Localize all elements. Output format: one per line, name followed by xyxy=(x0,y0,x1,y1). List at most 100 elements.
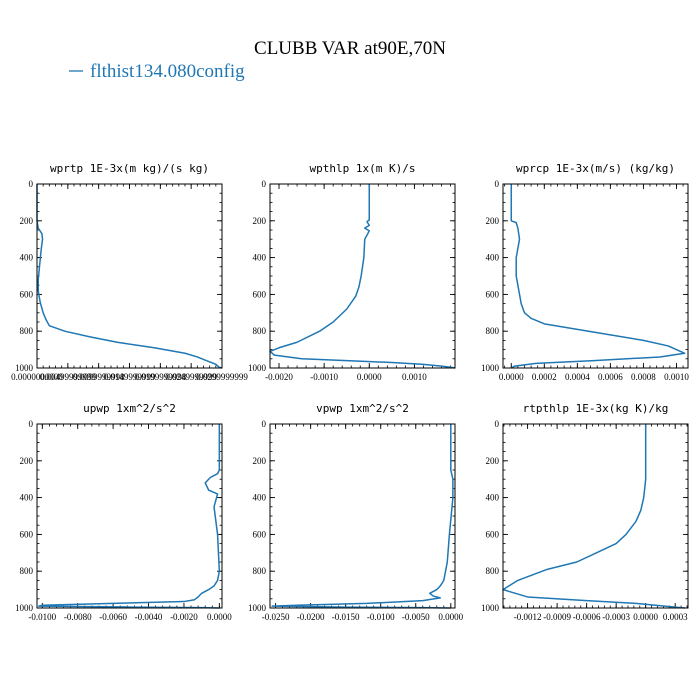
y-tick-label: 0 xyxy=(495,179,500,189)
y-tick-label: 600 xyxy=(253,289,267,299)
legend-label: flthist134.080config xyxy=(90,61,245,82)
y-tick-label: 400 xyxy=(253,253,267,263)
panel-6: rtpthlp 1E-3x(kg K)/kg-0.0012 -0.0009 -0.0… xyxy=(481,402,689,622)
x-tick-label: 0.0000 xyxy=(499,372,524,382)
x-tick-label: 0.00499999999 xyxy=(40,372,97,382)
x-tick-label: -0.0010 xyxy=(310,372,338,382)
y-tick-label: 400 xyxy=(20,253,34,263)
series-line xyxy=(36,184,223,369)
x-tick-label: 0.0299999999 xyxy=(196,372,248,382)
y-tick-label: 0 xyxy=(29,179,34,189)
x-tick-label: 0.0099999998 xyxy=(73,372,125,382)
panel-title: wpthlp 1x(m K)/s xyxy=(310,162,416,175)
panel-3: wprcp 1E-3x(m/s) (kg/kg) 0.0000 0.0002 0.00… xyxy=(481,162,689,382)
panel-1: wprtp 1E-3x(m kg)/(s kg)0.00000000000.00… xyxy=(11,162,248,382)
series-line xyxy=(502,424,686,609)
y-tick-label: 600 xyxy=(486,529,500,539)
panel-title: wprcp 1E-3x(m/s) (kg/kg) xyxy=(516,162,675,175)
y-tick-label: 1000 xyxy=(248,603,267,613)
x-tick-label: -0.0250 xyxy=(262,612,290,622)
y-tick-label: 200 xyxy=(486,456,500,466)
panel-title: upwp 1xm^2/s^2 xyxy=(83,402,176,415)
x-tick-label: 0.0000 xyxy=(438,612,463,622)
x-tick-label: 0.0149999999 xyxy=(104,372,156,382)
y-tick-label: 400 xyxy=(486,253,500,263)
y-tick-label: 200 xyxy=(20,216,34,226)
y-tick-label: 1000 xyxy=(481,603,500,613)
x-tick-label: -0.0150 xyxy=(332,612,360,622)
y-tick-label: 800 xyxy=(20,326,34,336)
x-tick-label: 0.0004 xyxy=(565,372,590,382)
y-tick-label: 800 xyxy=(486,326,500,336)
x-tick-label: -0.0020 xyxy=(265,372,293,382)
y-tick-label: 0 xyxy=(495,419,500,429)
panel-2: wpthlp 1x(m K)/s -0.0020 -0.0010 0.0000 0.00… xyxy=(248,162,456,382)
y-tick-label: 600 xyxy=(20,289,34,299)
y-tick-label: 200 xyxy=(486,216,500,226)
x-tick-label: 0.0002 xyxy=(532,372,557,382)
plot-frame xyxy=(269,423,456,609)
x-tick-label: -0.0040 xyxy=(135,612,163,622)
y-tick-label: 800 xyxy=(486,566,500,576)
y-tick-label: 200 xyxy=(20,456,34,466)
y-tick-label: 1000 xyxy=(15,363,34,373)
x-tick-label: -0.0006 xyxy=(573,612,601,622)
y-tick-label: 400 xyxy=(253,493,267,503)
panel-title: wprtp 1E-3x(m kg)/(s kg) xyxy=(50,162,209,175)
x-tick-label: -0.0060 xyxy=(99,612,127,622)
y-tick-label: 0 xyxy=(29,419,34,429)
plot-frame xyxy=(502,423,689,609)
legend: flthist134.080config xyxy=(69,61,245,82)
series-line xyxy=(38,424,221,609)
x-tick-label: 0.0199999998 xyxy=(134,372,186,382)
series-line xyxy=(269,184,456,369)
x-tick-label: 0.0000 xyxy=(633,612,658,622)
x-tick-label: -0.0050 xyxy=(402,612,430,622)
x-tick-label: 0.0000000000 xyxy=(11,372,63,382)
x-tick-label: 0.0000 xyxy=(207,612,232,622)
y-tick-label: 1000 xyxy=(481,363,500,373)
plot-frame xyxy=(502,183,689,369)
x-tick-label: -0.0080 xyxy=(64,612,92,622)
x-tick-label: 0.0003 xyxy=(663,612,688,622)
y-tick-label: 0 xyxy=(262,179,267,189)
x-tick-label: -0.0009 xyxy=(543,612,571,622)
y-tick-label: 400 xyxy=(20,493,34,503)
x-tick-label: 0.0008 xyxy=(631,372,656,382)
x-tick-label: -0.0100 xyxy=(367,612,395,622)
panel-5: vpwp 1xm^2/s^2 -0.0250 -0.0200 -0.0150 -0.01… xyxy=(248,402,464,622)
plot-frame xyxy=(269,183,456,369)
panels-group: wprtp 1E-3x(m kg)/(s kg)0.00000000000.00… xyxy=(11,162,689,622)
y-tick-label: 1000 xyxy=(248,363,267,373)
figure-title: CLUBB VAR at90E,70N xyxy=(254,38,446,59)
x-tick-label: 0.0010 xyxy=(664,372,689,382)
y-tick-label: 600 xyxy=(486,289,500,299)
plot-frame xyxy=(36,423,223,609)
x-tick-label: 0.0006 xyxy=(598,372,623,382)
x-tick-label: 0.0000 xyxy=(357,372,382,382)
y-tick-label: 600 xyxy=(253,529,267,539)
y-tick-label: 600 xyxy=(20,529,34,539)
panel-4: upwp 1xm^2/s^2 -0.0100 -0.0080 -0.0060 -0.00… xyxy=(15,402,232,622)
x-tick-label: -0.0200 xyxy=(297,612,325,622)
y-tick-label: 800 xyxy=(253,326,267,336)
x-tick-label: -0.0012 xyxy=(514,612,542,622)
x-tick-label: -0.0003 xyxy=(602,612,630,622)
y-tick-label: 0 xyxy=(262,419,267,429)
series-line xyxy=(510,184,686,369)
panel-title: vpwp 1xm^2/s^2 xyxy=(316,402,409,415)
y-tick-label: 800 xyxy=(20,566,34,576)
y-tick-label: 200 xyxy=(253,456,267,466)
x-tick-label: 0.0010 xyxy=(402,372,427,382)
y-tick-label: 1000 xyxy=(15,603,34,613)
x-tick-label: -0.0020 xyxy=(170,612,198,622)
y-tick-label: 800 xyxy=(253,566,267,576)
plot-frame xyxy=(36,183,223,369)
x-tick-label: -0.0100 xyxy=(28,612,56,622)
x-tick-label: 0.0249999999 xyxy=(165,372,217,382)
series-line xyxy=(271,424,454,609)
y-tick-label: 200 xyxy=(253,216,267,226)
panel-title: rtpthlp 1E-3x(kg K)/kg xyxy=(523,402,669,415)
y-tick-label: 400 xyxy=(486,493,500,503)
